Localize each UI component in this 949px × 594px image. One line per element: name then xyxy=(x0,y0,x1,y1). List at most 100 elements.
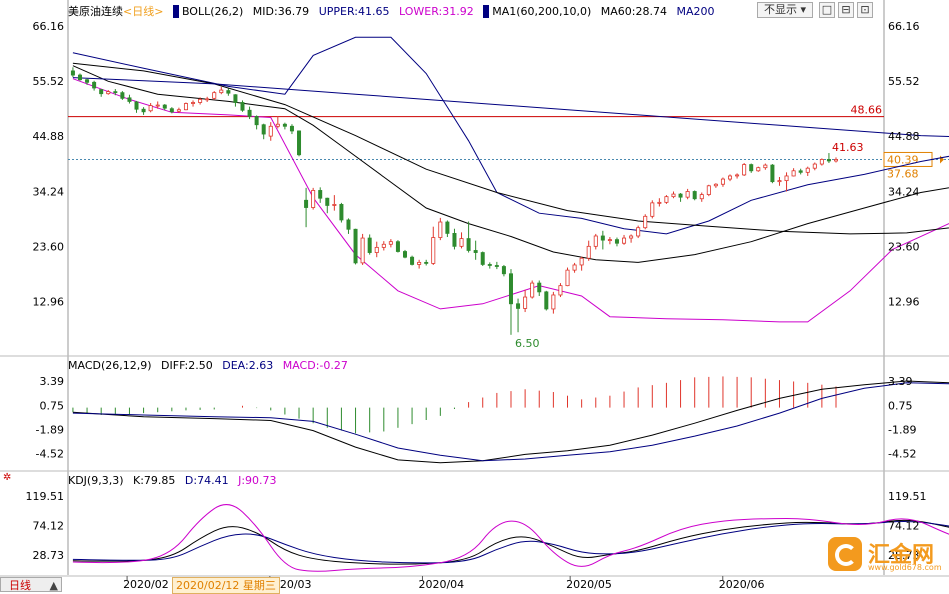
candle-body[interactable] xyxy=(417,261,422,265)
candle-body[interactable] xyxy=(523,296,528,309)
candle-body[interactable] xyxy=(685,191,690,198)
kdj-label[interactable]: KDJ(9,3,3) xyxy=(68,474,124,487)
candle-body[interactable] xyxy=(777,180,782,183)
candle-body[interactable] xyxy=(183,103,188,111)
split-view-icon[interactable]: ⊟ xyxy=(838,2,854,18)
candle-body[interactable] xyxy=(735,174,740,177)
candle-body[interactable] xyxy=(706,185,711,195)
candle-body[interactable] xyxy=(226,90,231,94)
candle-body[interactable] xyxy=(791,170,796,177)
candle-body[interactable] xyxy=(565,269,570,287)
candle-body[interactable] xyxy=(70,70,75,76)
candle-body[interactable] xyxy=(537,282,542,293)
candle-body[interactable] xyxy=(572,264,577,271)
candle-body[interactable] xyxy=(720,178,725,185)
candle-body[interactable] xyxy=(297,130,302,156)
candle-body[interactable] xyxy=(728,175,733,180)
candle-body[interactable] xyxy=(219,89,224,94)
price-panel[interactable]: 48.66 40.39 41.63 37.68 6.50 xyxy=(68,36,949,350)
candle-body[interactable] xyxy=(395,241,400,252)
candle-body[interactable] xyxy=(247,109,252,117)
candle-body[interactable] xyxy=(614,239,619,244)
candle-body[interactable] xyxy=(770,164,775,183)
candle-body[interactable] xyxy=(558,285,563,296)
candle-body[interactable] xyxy=(551,294,556,310)
candle-body[interactable] xyxy=(282,123,287,127)
candle-body[interactable] xyxy=(113,91,118,94)
candle-body[interactable] xyxy=(339,204,344,221)
candle-body[interactable] xyxy=(445,221,450,234)
candle-body[interactable] xyxy=(494,265,499,267)
candle-body[interactable] xyxy=(699,194,704,200)
candle-body[interactable] xyxy=(198,98,203,103)
candle-body[interactable] xyxy=(763,164,768,169)
candle-body[interactable] xyxy=(586,245,591,259)
candle-body[interactable] xyxy=(191,102,196,104)
candle-body[interactable] xyxy=(106,91,111,95)
candle-body[interactable] xyxy=(826,159,831,162)
hide-indicator-button[interactable]: 不显示 ▾ xyxy=(757,2,813,18)
candle-body[interactable] xyxy=(643,215,648,229)
candle-body[interactable] xyxy=(318,190,323,199)
candle-body[interactable] xyxy=(480,252,485,265)
candle-body[interactable] xyxy=(261,124,266,135)
candle-body[interactable] xyxy=(120,92,125,99)
candle-body[interactable] xyxy=(579,257,584,266)
candle-body[interactable] xyxy=(325,197,330,206)
candle-body[interactable] xyxy=(134,101,139,110)
candle-body[interactable] xyxy=(403,251,408,258)
candle-body[interactable] xyxy=(367,237,372,253)
candle-body[interactable] xyxy=(438,221,443,238)
candle-body[interactable] xyxy=(473,250,478,253)
candle-body[interactable] xyxy=(834,159,839,162)
candle-body[interactable] xyxy=(636,227,641,237)
candle-body[interactable] xyxy=(487,264,492,266)
candle-body[interactable] xyxy=(742,164,747,176)
candle-body[interactable] xyxy=(452,232,457,247)
candle-body[interactable] xyxy=(304,199,309,208)
period-selector-button[interactable]: 日线 ▲ xyxy=(0,577,62,592)
candle-body[interactable] xyxy=(466,238,471,251)
candle-body[interactable] xyxy=(530,282,535,298)
candle-body[interactable] xyxy=(360,237,365,264)
candle-body[interactable] xyxy=(671,193,676,198)
candle-body[interactable] xyxy=(141,108,146,113)
candle-body[interactable] xyxy=(381,243,386,248)
candle-body[interactable] xyxy=(212,92,217,99)
settings-gear-icon[interactable]: ✲ xyxy=(3,472,12,483)
macd-label[interactable]: MACD(26,12,9) xyxy=(68,359,152,372)
candle-body[interactable] xyxy=(275,123,280,127)
candle-body[interactable] xyxy=(410,256,415,265)
candle-body[interactable] xyxy=(205,98,210,101)
ma-label[interactable]: MA1(60,200,10,0) xyxy=(483,5,592,18)
candle-body[interactable] xyxy=(501,266,506,275)
candle-body[interactable] xyxy=(812,163,817,169)
candle-body[interactable] xyxy=(346,219,351,230)
candle-body[interactable] xyxy=(607,239,612,242)
candle-body[interactable] xyxy=(77,74,82,81)
candle-body[interactable] xyxy=(388,241,393,245)
candle-body[interactable] xyxy=(664,196,669,203)
candle-body[interactable] xyxy=(678,193,683,198)
candle-body[interactable] xyxy=(600,235,605,241)
restore-icon[interactable]: ⊡ xyxy=(857,2,873,18)
candle-body[interactable] xyxy=(650,202,655,217)
candle-body[interactable] xyxy=(99,89,104,95)
candle-body[interactable] xyxy=(148,105,153,112)
candle-body[interactable] xyxy=(657,201,662,204)
candle-body[interactable] xyxy=(332,204,337,206)
candle-body[interactable] xyxy=(593,235,598,247)
candle-body[interactable] xyxy=(85,79,90,83)
candle-body[interactable] xyxy=(92,81,97,89)
candle-body[interactable] xyxy=(424,261,429,264)
candle-body[interactable] xyxy=(289,125,294,132)
candle-body[interactable] xyxy=(169,108,174,113)
candle-body[interactable] xyxy=(713,183,718,187)
candle-body[interactable] xyxy=(622,237,627,244)
candle-body[interactable] xyxy=(268,125,273,137)
candle-body[interactable] xyxy=(692,191,697,200)
kdj-panel[interactable] xyxy=(72,504,949,572)
maximize-icon[interactable]: □ xyxy=(819,2,835,18)
boll-label[interactable]: BOLL(26,2) xyxy=(172,5,244,18)
candle-body[interactable] xyxy=(155,104,160,107)
